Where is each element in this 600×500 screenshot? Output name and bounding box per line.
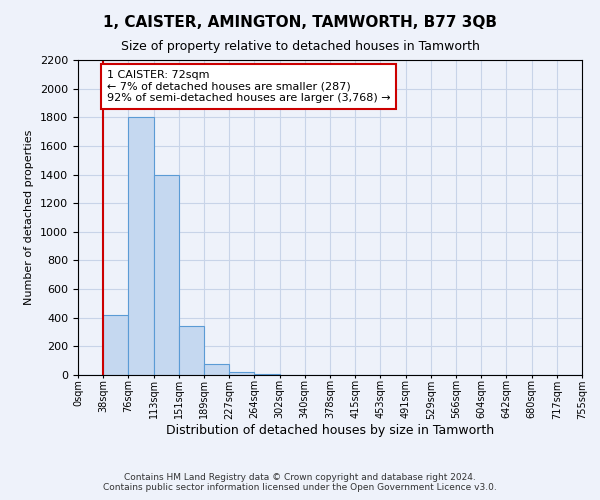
- Text: Size of property relative to detached houses in Tamworth: Size of property relative to detached ho…: [121, 40, 479, 53]
- Bar: [254, 374, 280, 375]
- Text: Contains HM Land Registry data © Crown copyright and database right 2024.
Contai: Contains HM Land Registry data © Crown c…: [103, 473, 497, 492]
- Bar: [128, 118, 154, 375]
- Bar: [204, 364, 229, 375]
- Bar: [103, 315, 128, 375]
- Bar: [154, 174, 179, 375]
- Bar: [229, 372, 254, 375]
- Bar: [179, 326, 204, 375]
- Text: 1, CAISTER, AMINGTON, TAMWORTH, B77 3QB: 1, CAISTER, AMINGTON, TAMWORTH, B77 3QB: [103, 15, 497, 30]
- X-axis label: Distribution of detached houses by size in Tamworth: Distribution of detached houses by size …: [166, 424, 494, 437]
- Text: 1 CAISTER: 72sqm
← 7% of detached houses are smaller (287)
92% of semi-detached : 1 CAISTER: 72sqm ← 7% of detached houses…: [107, 70, 391, 103]
- Y-axis label: Number of detached properties: Number of detached properties: [25, 130, 34, 305]
